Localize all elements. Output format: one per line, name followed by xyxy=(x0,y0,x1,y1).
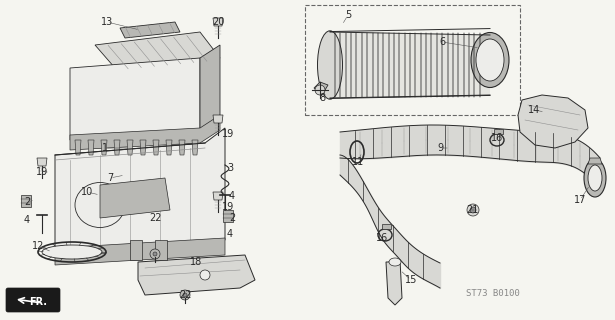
Text: ST73 B0100: ST73 B0100 xyxy=(466,289,520,298)
Text: 18: 18 xyxy=(190,257,202,267)
Polygon shape xyxy=(192,140,198,155)
Polygon shape xyxy=(155,240,167,260)
Text: 2: 2 xyxy=(24,197,30,207)
Text: 22: 22 xyxy=(149,213,161,223)
Text: 21: 21 xyxy=(466,205,478,215)
FancyBboxPatch shape xyxy=(6,288,60,312)
Text: 4: 4 xyxy=(229,191,235,201)
Polygon shape xyxy=(494,129,503,134)
Ellipse shape xyxy=(389,258,401,266)
Polygon shape xyxy=(386,260,402,305)
Polygon shape xyxy=(140,140,146,155)
Ellipse shape xyxy=(584,159,606,197)
Bar xyxy=(305,5,520,115)
Polygon shape xyxy=(166,140,172,155)
Text: 1: 1 xyxy=(102,143,108,153)
Polygon shape xyxy=(138,255,255,295)
Text: 7: 7 xyxy=(107,173,113,183)
Polygon shape xyxy=(37,158,47,166)
Text: 20: 20 xyxy=(212,17,224,27)
Polygon shape xyxy=(75,140,81,155)
Ellipse shape xyxy=(476,39,504,81)
Polygon shape xyxy=(101,140,107,155)
Text: 16: 16 xyxy=(376,233,388,243)
Ellipse shape xyxy=(471,33,509,87)
Text: 15: 15 xyxy=(405,275,417,285)
Text: 11: 11 xyxy=(352,157,364,167)
Circle shape xyxy=(180,290,190,300)
Polygon shape xyxy=(88,140,94,155)
Circle shape xyxy=(315,85,325,95)
Ellipse shape xyxy=(588,165,602,191)
Polygon shape xyxy=(153,140,159,155)
Circle shape xyxy=(467,204,479,216)
Text: 8: 8 xyxy=(319,93,325,103)
Text: 5: 5 xyxy=(345,10,351,20)
Polygon shape xyxy=(70,115,220,150)
Circle shape xyxy=(200,270,210,280)
Polygon shape xyxy=(588,158,602,164)
Polygon shape xyxy=(130,240,142,260)
Text: 14: 14 xyxy=(528,105,540,115)
Circle shape xyxy=(470,207,476,213)
Polygon shape xyxy=(179,140,185,155)
Polygon shape xyxy=(330,32,490,98)
Text: 3: 3 xyxy=(227,163,233,173)
Text: 6: 6 xyxy=(439,37,445,47)
Polygon shape xyxy=(55,128,225,252)
Polygon shape xyxy=(100,178,170,218)
Text: 13: 13 xyxy=(101,17,113,27)
Polygon shape xyxy=(200,45,220,130)
Text: 9: 9 xyxy=(437,143,443,153)
Text: 17: 17 xyxy=(574,195,586,205)
Polygon shape xyxy=(95,32,220,68)
Ellipse shape xyxy=(42,245,102,259)
Polygon shape xyxy=(213,115,223,123)
Text: 19: 19 xyxy=(222,129,234,139)
Text: 22: 22 xyxy=(179,290,191,300)
Text: 19: 19 xyxy=(222,202,234,212)
Polygon shape xyxy=(21,195,31,207)
Text: 12: 12 xyxy=(32,241,44,251)
Polygon shape xyxy=(213,18,223,26)
Polygon shape xyxy=(518,95,588,148)
Polygon shape xyxy=(314,82,328,95)
Ellipse shape xyxy=(317,31,343,99)
Text: 10: 10 xyxy=(81,187,93,197)
Polygon shape xyxy=(120,22,180,38)
Circle shape xyxy=(183,293,187,297)
Polygon shape xyxy=(382,224,391,229)
Polygon shape xyxy=(114,140,120,155)
Text: 16: 16 xyxy=(491,133,503,143)
Polygon shape xyxy=(55,238,225,265)
Polygon shape xyxy=(70,58,200,140)
Circle shape xyxy=(150,249,160,259)
Text: 4: 4 xyxy=(24,215,30,225)
Text: 2: 2 xyxy=(229,213,235,223)
Polygon shape xyxy=(213,192,223,200)
Polygon shape xyxy=(223,210,233,222)
Text: FR.: FR. xyxy=(29,297,47,307)
Circle shape xyxy=(153,252,157,256)
Polygon shape xyxy=(127,140,133,155)
Text: 4: 4 xyxy=(227,229,233,239)
Text: 19: 19 xyxy=(36,167,48,177)
